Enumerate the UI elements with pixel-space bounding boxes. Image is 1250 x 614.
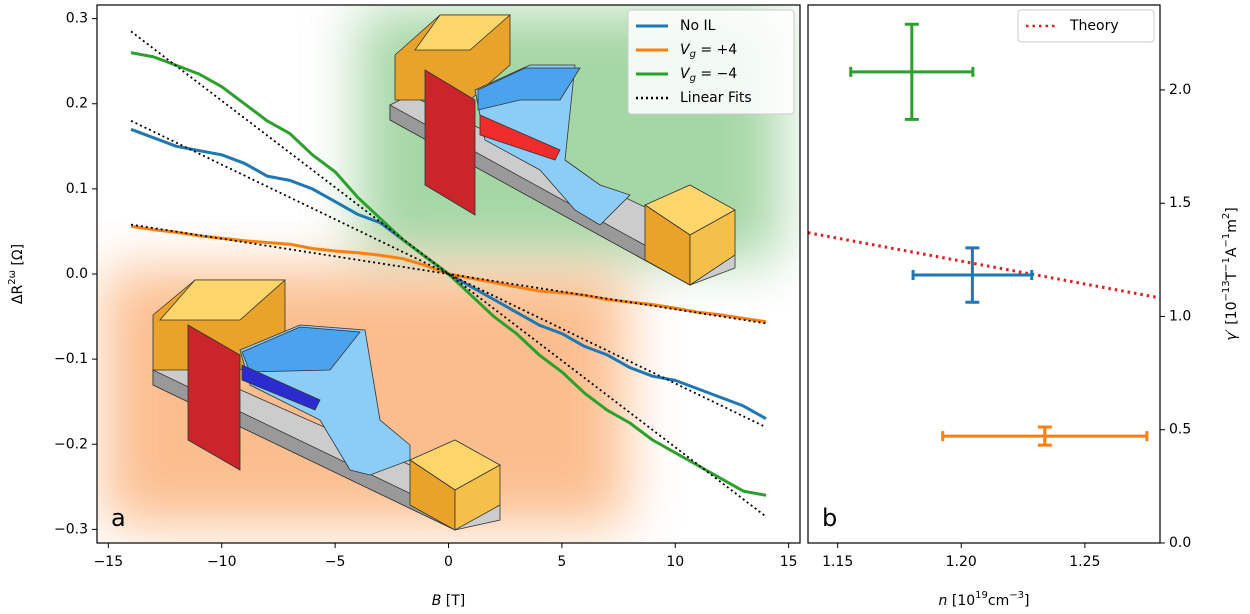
label-part: = +4 [696,42,737,58]
panel: −15 −10 −5 0 5 10 15 −0.3 −0.2 −0.1 0.0 0.1 0.2 0.3 B … [7,4,801,609]
label-part: [10 [947,593,975,609]
label-part: −1 [1221,233,1232,248]
label-part: 2 [1221,213,1232,219]
label-part: −1 [1221,257,1232,272]
label-part: 19 [975,590,988,601]
y-tick-label: −0.2 [54,436,88,452]
y-tick-label: 1.0 [1169,308,1191,324]
y-tick-label: 0.5 [1169,422,1191,438]
x-tick-label: 15 [780,554,798,570]
x-tick-label: −5 [325,554,346,570]
label-part: 2ω [7,270,18,285]
y-tick-label: 0.3 [66,11,88,27]
legend-label: No IL [680,18,716,34]
legend: Theory [1017,9,1155,43]
plot-area [807,22,1161,447]
x-tick-label: 1.20 [946,554,977,570]
y-tick-label: 0.2 [66,96,88,112]
x-axis-label: B [T] [432,593,466,609]
device-top [389,14,736,286]
label-part: A [1224,247,1240,257]
label-part: ] [1224,207,1240,212]
theory-line [807,231,1161,300]
fit-line [130,30,767,518]
y-tick-label: 0.0 [66,266,88,282]
x-tick-label: −10 [207,554,237,570]
label-part: [Ω] [10,244,26,270]
y-axis-label: ΔR2ω [Ω] [7,244,26,304]
label-part: ] [1024,593,1029,609]
legend-box [627,9,795,115]
axes-frame [807,4,1161,544]
y-tick-label: −0.3 [54,521,88,537]
axes-frame [96,4,801,544]
label-part: n [939,593,948,609]
device-bottom [152,279,501,531]
y-axis-label: γ′ [10−13T−1A−1m2] [1221,207,1240,340]
panel-label: a [111,504,126,532]
label-part: V [680,66,691,82]
y-tick-label: 2.0 [1169,82,1191,98]
label-part: γ′ [1224,328,1240,340]
y-tick-label: 1.5 [1169,195,1191,211]
label-part: T [1224,271,1240,281]
label-part: = −4 [696,66,737,82]
fit-line [130,223,767,325]
y-error-bar [904,22,919,121]
x-tick-label: 1.15 [822,554,853,570]
label-part: g [690,73,696,84]
legend-label: Linear Fits [680,90,752,106]
label-part: B [432,593,442,609]
legend-label: Vg = −4 [680,66,737,84]
plot-area [130,30,767,518]
y-error-bar [965,246,980,304]
panel-label: b [822,504,837,532]
x-tick-label: −15 [94,554,124,570]
x-tick-label: 5 [557,554,566,570]
label-part: V [680,42,691,58]
legend-label: Theory [1069,18,1119,34]
y-tick-label: −0.1 [54,351,88,367]
legend-label: Vg = +4 [680,42,737,60]
label-part: m [1224,219,1240,233]
legend-box [1017,9,1155,43]
x-tick-label: 1.25 [1069,554,1100,570]
x-tick-label: 10 [666,554,684,570]
x-tick-label: 0 [444,554,453,570]
y-error-bar [1037,425,1052,447]
label-part: cm [988,593,1009,609]
x-axis-label: n [1019cm−3] [939,590,1030,609]
label-part: −13 [1221,280,1232,301]
label-part: −3 [1009,590,1024,601]
y-tick-label: 0.0 [1169,535,1191,551]
label-part: [T] [441,593,465,609]
y-tick-label: 0.1 [66,181,88,197]
label-part: ΔR [10,284,26,304]
label-part: g [690,49,696,60]
panel: 1.15 1.20 1.250.00.51.01.52.0n [1019cm−3]γ… [807,4,1240,609]
label-part: [10 [1224,302,1240,330]
